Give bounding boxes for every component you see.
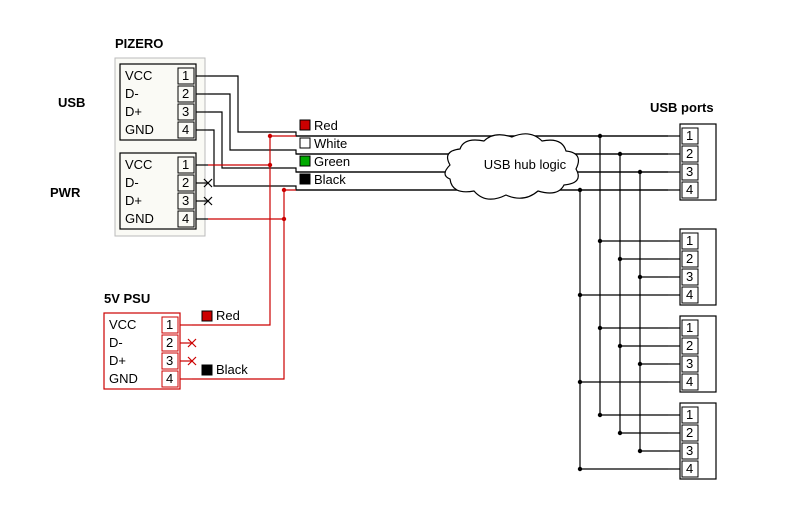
svg-text:1: 1 bbox=[686, 233, 693, 248]
svg-text:3: 3 bbox=[166, 353, 173, 368]
svg-text:1: 1 bbox=[166, 317, 173, 332]
svg-text:2: 2 bbox=[686, 251, 693, 266]
svg-text:Black: Black bbox=[314, 172, 346, 187]
svg-text:3: 3 bbox=[686, 269, 693, 284]
svg-text:3: 3 bbox=[182, 193, 189, 208]
svg-text:D+: D+ bbox=[125, 104, 142, 119]
svg-text:1: 1 bbox=[686, 407, 693, 422]
svg-text:VCC: VCC bbox=[125, 68, 152, 83]
label-psu: 5V PSU bbox=[104, 291, 150, 306]
label-pwr: PWR bbox=[50, 185, 81, 200]
svg-text:D-: D- bbox=[109, 335, 123, 350]
svg-text:4: 4 bbox=[686, 287, 693, 302]
svg-text:2: 2 bbox=[686, 146, 693, 161]
svg-text:D+: D+ bbox=[125, 193, 142, 208]
svg-text:1: 1 bbox=[686, 320, 693, 335]
svg-text:4: 4 bbox=[686, 182, 693, 197]
label-usb: USB bbox=[58, 95, 85, 110]
label-pizero: PIZERO bbox=[115, 36, 163, 51]
svg-text:4: 4 bbox=[182, 211, 189, 226]
svg-text:4: 4 bbox=[166, 371, 173, 386]
svg-text:4: 4 bbox=[182, 122, 189, 137]
svg-text:D-: D- bbox=[125, 86, 139, 101]
svg-text:VCC: VCC bbox=[125, 157, 152, 172]
svg-text:3: 3 bbox=[686, 356, 693, 371]
svg-text:2: 2 bbox=[686, 338, 693, 353]
svg-text:Green: Green bbox=[314, 154, 350, 169]
svg-text:4: 4 bbox=[686, 374, 693, 389]
svg-text:3: 3 bbox=[686, 164, 693, 179]
svg-text:White: White bbox=[314, 136, 347, 151]
svg-text:2: 2 bbox=[686, 425, 693, 440]
svg-text:3: 3 bbox=[182, 104, 189, 119]
svg-text:D-: D- bbox=[125, 175, 139, 190]
svg-text:1: 1 bbox=[182, 157, 189, 172]
svg-text:GND: GND bbox=[109, 371, 138, 386]
svg-text:GND: GND bbox=[125, 211, 154, 226]
svg-text:2: 2 bbox=[166, 335, 173, 350]
svg-text:Red: Red bbox=[314, 118, 338, 133]
svg-text:1: 1 bbox=[182, 68, 189, 83]
label-hub: USB hub logic bbox=[484, 157, 567, 172]
wiring-diagram: PIZERO VCC 1 D- 2 D+ 3 GND 4 USB VCC 1 D- 2 D+ 3 GND 4 PWR… bbox=[0, 0, 800, 520]
svg-text:GND: GND bbox=[125, 122, 154, 137]
svg-text:2: 2 bbox=[182, 175, 189, 190]
svg-text:4: 4 bbox=[686, 461, 693, 476]
label-usb-ports: USB ports bbox=[650, 100, 714, 115]
svg-text:VCC: VCC bbox=[109, 317, 136, 332]
svg-text:Red: Red bbox=[216, 308, 240, 323]
svg-text:3: 3 bbox=[686, 443, 693, 458]
svg-text:1: 1 bbox=[686, 128, 693, 143]
svg-text:2: 2 bbox=[182, 86, 189, 101]
svg-text:Black: Black bbox=[216, 362, 248, 377]
svg-text:D+: D+ bbox=[109, 353, 126, 368]
